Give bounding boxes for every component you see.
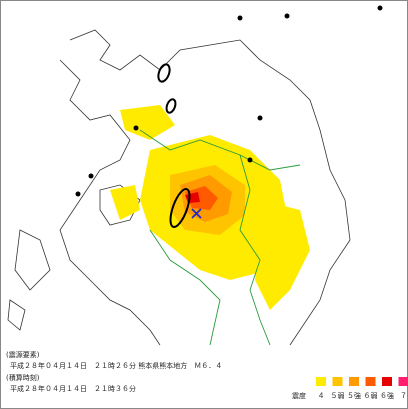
legend-swatch (382, 377, 392, 386)
observation-point (75, 5, 383, 197)
legend-swatch (316, 377, 326, 386)
legend-label: ６弱 (364, 392, 378, 400)
time-detail: 平成２８年０４月１４日 ２１時３６分 (10, 384, 136, 393)
legend-label: ５弱 (331, 392, 345, 400)
legend-swatch (349, 377, 359, 386)
fault-ellipse (157, 63, 191, 228)
legend-label: ５強 (347, 392, 361, 400)
legend-swatch (398, 377, 408, 386)
legend-label: ７ (400, 392, 407, 400)
legend-swatch (332, 377, 343, 386)
coastline (7, 29, 351, 346)
time-heading: (積算時刻) (6, 373, 40, 382)
legend-label: ４ (318, 392, 325, 400)
legend-label: ６強 (380, 392, 394, 400)
source-detail: 平成２８年０４月１４日 ２１時２６分 熊本県熊本地方 Ｍ６．４ (10, 361, 222, 370)
epicenter (191, 208, 202, 219)
prefecture-border (139, 129, 301, 346)
intensity-area (110, 105, 310, 310)
source-heading: (震源要素) (6, 350, 40, 359)
legend-title: 震度 (292, 391, 306, 400)
legend-swatch (365, 377, 376, 386)
